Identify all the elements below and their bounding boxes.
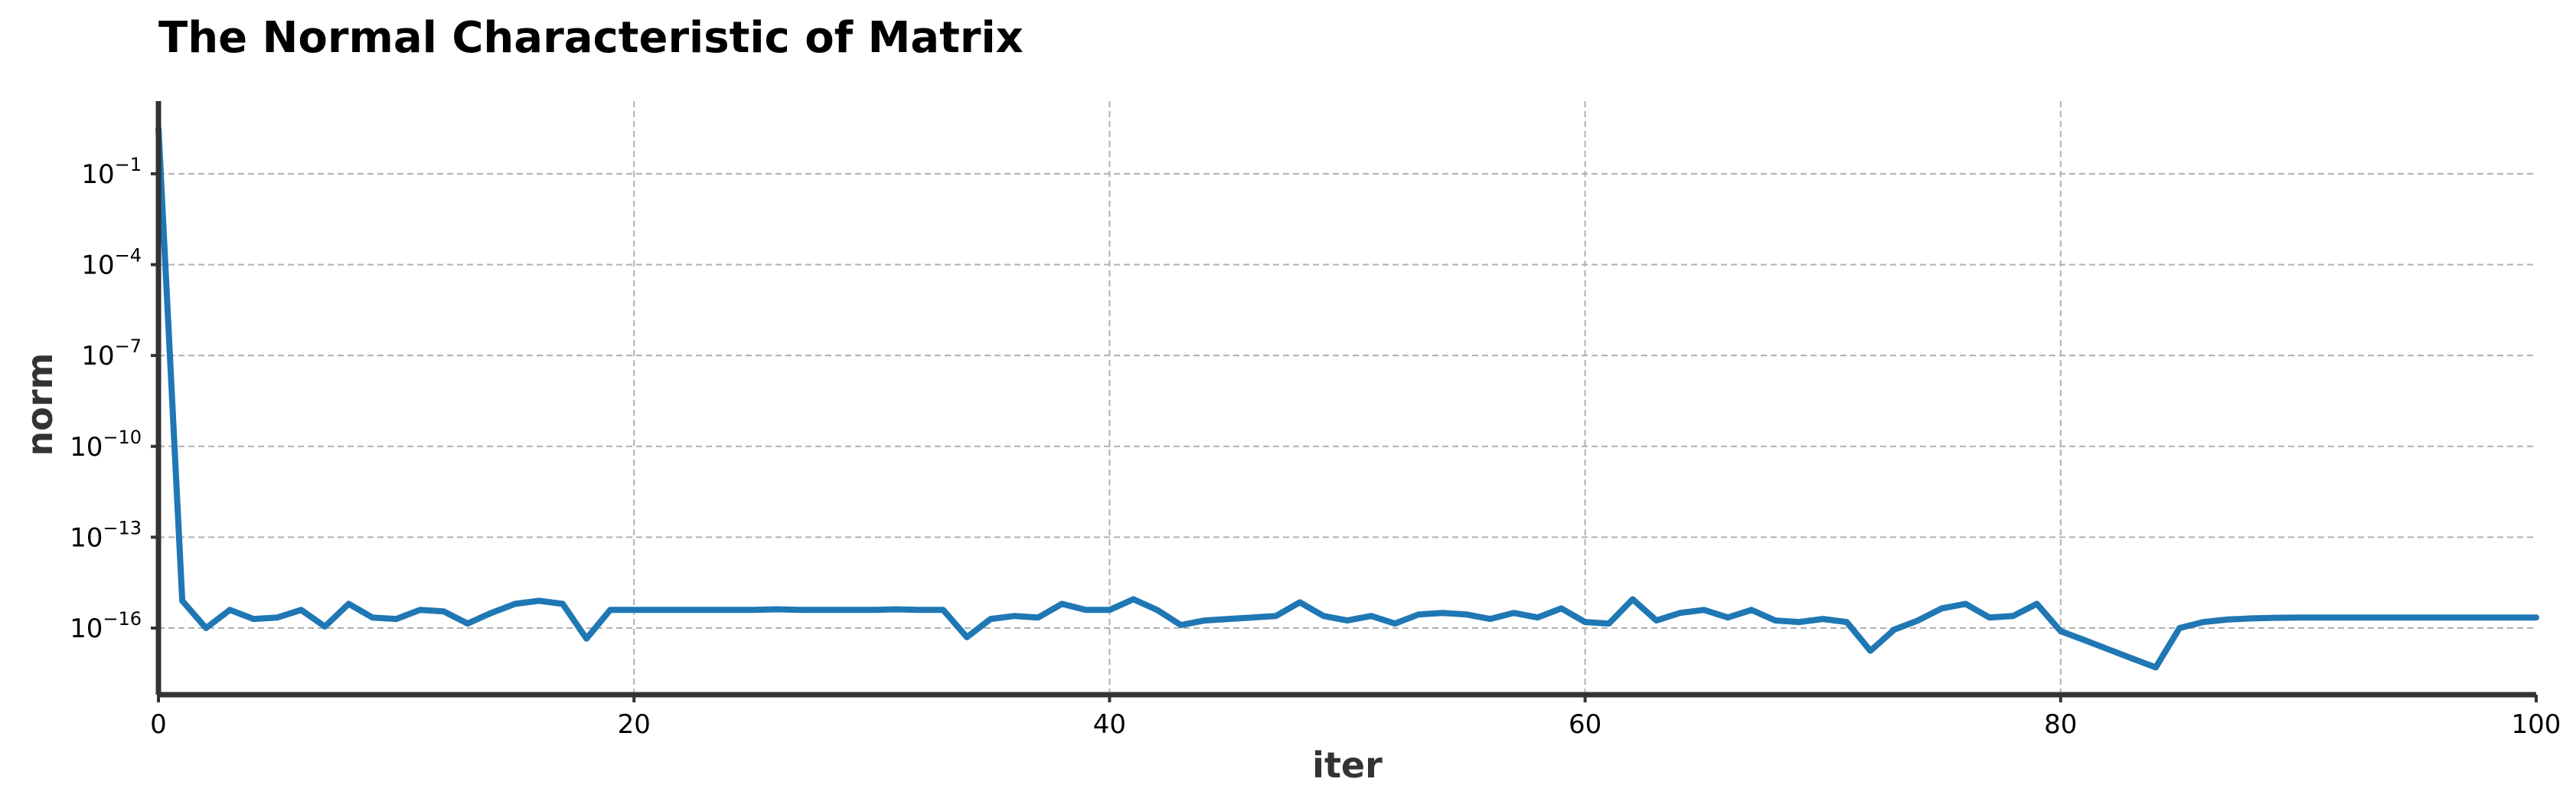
y-axis-label: norm xyxy=(19,353,60,456)
series-line xyxy=(155,125,2539,671)
y-tick-label: 10−10 xyxy=(70,427,142,463)
y-tick-label: 10−1 xyxy=(81,154,142,190)
x-tick-label: 0 xyxy=(150,709,167,740)
axes xyxy=(155,101,2536,698)
series-layer xyxy=(155,125,2539,671)
x-tick-label: 100 xyxy=(2512,709,2561,740)
x-tick-label: 40 xyxy=(1093,709,1126,740)
grid xyxy=(158,101,2536,695)
x-axis-label: iter xyxy=(1312,744,1383,786)
x-tick-label: 60 xyxy=(1569,709,1601,740)
x-tick-label: 80 xyxy=(2044,709,2077,740)
x-tick-label: 20 xyxy=(618,709,651,740)
ticks: 0 20 40 60 80 100 10−1 10−4 10−7 10−10 10−13 10−16 xyxy=(70,154,2561,740)
y-tick-label: 10−4 xyxy=(81,245,142,281)
y-tick-label: 10−13 xyxy=(70,517,142,553)
y-tick-label: 10−16 xyxy=(70,608,142,644)
y-tick-label: 10−7 xyxy=(81,335,142,371)
chart-title: The Normal Characteristic of Matrix xyxy=(158,13,1024,63)
